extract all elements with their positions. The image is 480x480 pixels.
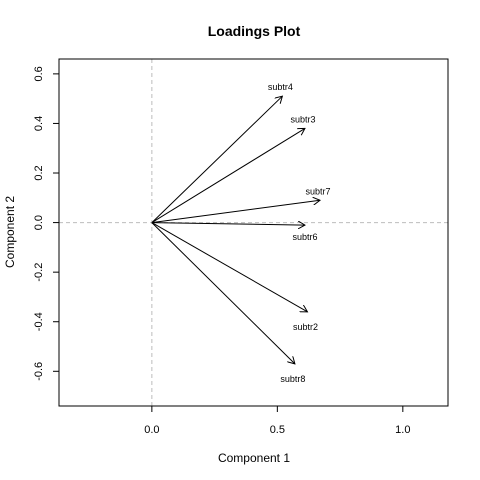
plot-frame (58, 58, 449, 407)
x-tick-label: 0.5 (270, 424, 285, 436)
y-tick-label: -0.6 (33, 362, 45, 381)
vector-label: subtr4 (268, 82, 293, 92)
y-tick-label: 0.6 (33, 66, 45, 81)
y-axis-label: Component 2 (3, 196, 17, 268)
y-tick-label: 0.2 (33, 165, 45, 180)
y-axis-ticks: -0.6 -0.4 -0.2 0.0 0.2 0.4 0.6 (33, 66, 59, 381)
loading-arrow-subtr8 (151, 222, 295, 364)
y-tick-label: -0.2 (33, 263, 45, 282)
vector-label: subtr7 (305, 186, 330, 196)
y-tick-label: -0.4 (33, 312, 45, 331)
x-tick-label: 1.0 (395, 424, 410, 436)
vector-label: subtr3 (290, 114, 315, 124)
loading-vectors: subtr4 subtr3 subtr7 subtr6 subtr2 subtr8 (151, 82, 331, 384)
reference-lines (59, 59, 448, 406)
loading-arrow-subtr2 (151, 222, 308, 312)
chart-title: Loadings Plot (208, 23, 301, 39)
loading-arrow-subtr4 (151, 96, 283, 223)
x-axis-ticks: 0.0 0.5 1.0 (144, 406, 410, 436)
vector-label: subtr6 (292, 232, 317, 242)
x-axis-label: Component 1 (218, 451, 290, 465)
x-tick-label: 0.0 (144, 424, 159, 436)
loading-arrow-subtr6 (151, 223, 305, 225)
vector-label: subtr2 (293, 322, 318, 332)
vector-label: subtr8 (280, 374, 305, 384)
loading-arrow-subtr7 (151, 200, 320, 224)
y-tick-label: 0.0 (33, 215, 45, 230)
loading-arrow-subtr3 (151, 128, 305, 224)
y-tick-label: 0.4 (33, 116, 45, 131)
